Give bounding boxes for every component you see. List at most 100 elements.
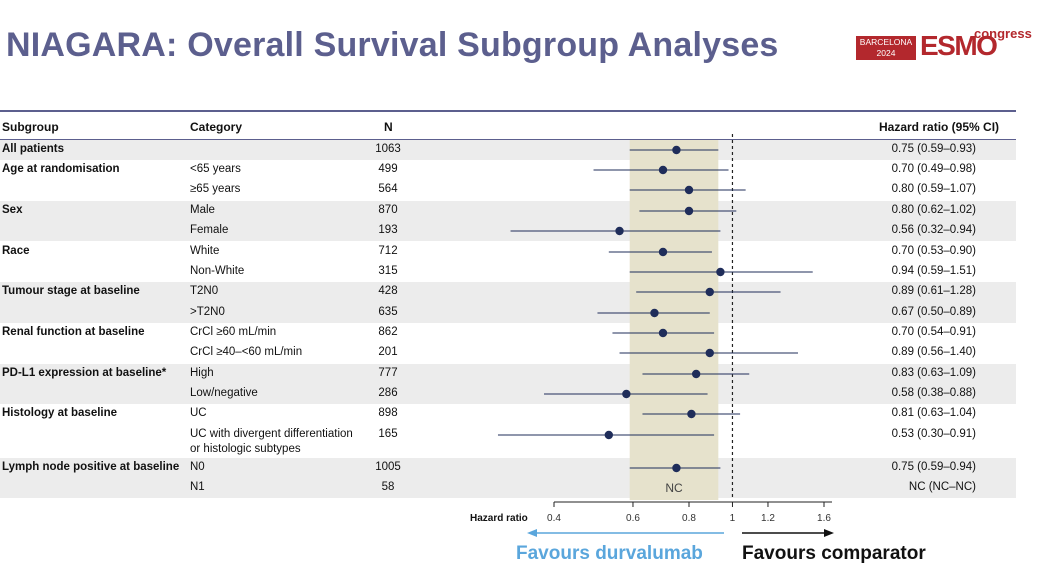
- logo-badge-line1: BARCELONA: [859, 37, 913, 47]
- hazard-ratio-value: 0.53 (0.30–0.91): [891, 428, 976, 440]
- hr-point: [716, 267, 725, 277]
- header-n: N: [384, 120, 393, 134]
- category-label: Non-White: [190, 265, 245, 277]
- subgroup-label: Lymph node positive at baseline: [2, 461, 180, 473]
- subgroup-label: Race: [2, 245, 30, 257]
- header-rule-bottom: [0, 139, 1016, 140]
- x-axis-tick-label: 1.6: [817, 513, 831, 524]
- header-hazard-ratio: Hazard ratio (95% CI): [879, 120, 1000, 134]
- category-label: T2N0: [190, 285, 219, 297]
- hr-point: [615, 226, 624, 236]
- hazard-ratio-value: 0.58 (0.38–0.88): [891, 387, 976, 399]
- category-label: Female: [190, 224, 229, 236]
- hazard-ratio-value: 0.81 (0.63–1.04): [891, 407, 976, 419]
- x-axis-label: Hazard ratio: [470, 513, 528, 524]
- hazard-ratio-value: 0.94 (0.59–1.51): [891, 265, 976, 277]
- hazard-ratio-value: 0.80 (0.59–1.07): [891, 183, 976, 195]
- subgroup-label: All patients: [2, 143, 64, 155]
- x-axis-tick-label: 0.4: [547, 513, 561, 524]
- category-label: UC with divergent differentiation: [190, 428, 353, 440]
- x-axis-tick-label: 0.8: [682, 513, 696, 524]
- n-value: 201: [378, 346, 398, 358]
- hr-point: [672, 145, 681, 155]
- hazard-ratio-value: NC (NC–NC): [908, 481, 976, 493]
- hr-point: [658, 165, 668, 175]
- hr-point: [622, 389, 631, 399]
- n-value: 165: [378, 428, 398, 440]
- category-label-cont: or histologic subtypes: [190, 443, 301, 455]
- page-title: NIAGARA: Overall Survival Subgroup Analy…: [6, 26, 779, 64]
- n-value: 58: [381, 481, 395, 493]
- favours-durvalumab-label: Favours durvalumab: [516, 543, 703, 564]
- x-axis-tick-label: 0.6: [626, 513, 640, 524]
- overall-ci-band: [629, 140, 719, 500]
- n-value: 777: [378, 367, 398, 379]
- header-rule-top: [0, 110, 1016, 112]
- n-value: 193: [378, 224, 398, 236]
- hr-point: [687, 409, 696, 419]
- category-label: White: [190, 245, 220, 257]
- category-label: UC: [190, 407, 207, 419]
- hazard-ratio-value: 0.67 (0.50–0.89): [891, 306, 976, 318]
- n-value: 1063: [375, 143, 401, 155]
- x-axis-tick-label: 1.2: [761, 513, 775, 524]
- hazard-ratio-value: 0.75 (0.59–0.93): [891, 143, 976, 155]
- hr-point: [658, 328, 668, 338]
- hr-point: [650, 308, 659, 318]
- hr-point: [672, 463, 681, 473]
- logo-badge-line2: 2024: [876, 48, 896, 58]
- n-value: 564: [378, 183, 398, 195]
- hr-point: [684, 206, 694, 216]
- subgroup-label: Tumour stage at baseline: [2, 285, 140, 297]
- esmo-logo: BARCELONA 2024 ESMO congress: [856, 26, 1032, 62]
- x-axis-tick-label: 1: [729, 513, 736, 524]
- category-label: Male: [190, 204, 215, 216]
- favours-left-arrowhead: [527, 529, 537, 537]
- hazard-ratio-value: 0.89 (0.61–1.28): [891, 285, 976, 297]
- nc-label: NC: [665, 481, 683, 495]
- category-label: <65 years: [190, 163, 241, 175]
- logo-suffix: congress: [974, 26, 1032, 41]
- subgroup-label: PD-L1 expression at baseline*: [2, 367, 167, 379]
- hr-point: [705, 348, 714, 358]
- n-value: 286: [378, 387, 398, 399]
- header-category: Category: [190, 120, 243, 134]
- category-label: Low/negative: [190, 387, 258, 399]
- hazard-ratio-value: 0.70 (0.53–0.90): [891, 245, 976, 257]
- row-band: [0, 201, 1016, 241]
- n-value: 315: [378, 265, 398, 277]
- n-value: 635: [378, 306, 398, 318]
- row-band: [0, 140, 1016, 160]
- header-subgroup: Subgroup: [2, 120, 59, 134]
- n-value: 499: [378, 163, 398, 175]
- hr-point: [604, 430, 614, 440]
- row-band: [0, 364, 1016, 404]
- category-label: N0: [190, 461, 205, 473]
- subgroup-label: Histology at baseline: [2, 407, 118, 419]
- category-label: ≥65 years: [190, 183, 241, 195]
- category-label: >T2N0: [190, 306, 225, 318]
- row-band: [0, 458, 1016, 498]
- category-label: CrCl ≥40–<60 mL/min: [190, 346, 303, 358]
- hazard-ratio-value: 0.75 (0.59–0.94): [891, 461, 976, 473]
- n-value: 870: [378, 204, 398, 216]
- hazard-ratio-value: 0.83 (0.63–1.09): [891, 367, 976, 379]
- hazard-ratio-value: 0.70 (0.49–0.98): [891, 163, 976, 175]
- n-value: 862: [378, 326, 398, 338]
- hr-point: [705, 287, 714, 297]
- subgroup-label: Sex: [2, 204, 23, 216]
- category-label: CrCl ≥60 mL/min: [190, 326, 277, 338]
- subgroup-label: Renal function at baseline: [2, 326, 145, 338]
- hazard-ratio-value: 0.89 (0.56–1.40): [891, 346, 976, 358]
- favours-comparator-label: Favours comparator: [742, 543, 926, 564]
- subgroup-label: Age at randomisation: [2, 163, 120, 175]
- logo-badge: BARCELONA 2024: [856, 36, 916, 60]
- hr-point: [684, 185, 694, 195]
- logo-wordmark: ESMO: [920, 30, 998, 61]
- hazard-ratio-value: 0.80 (0.62–1.02): [891, 204, 976, 216]
- n-value: 712: [378, 245, 398, 257]
- category-label: N1: [190, 481, 205, 493]
- row-band: [0, 282, 1016, 323]
- n-value: 1005: [375, 461, 401, 473]
